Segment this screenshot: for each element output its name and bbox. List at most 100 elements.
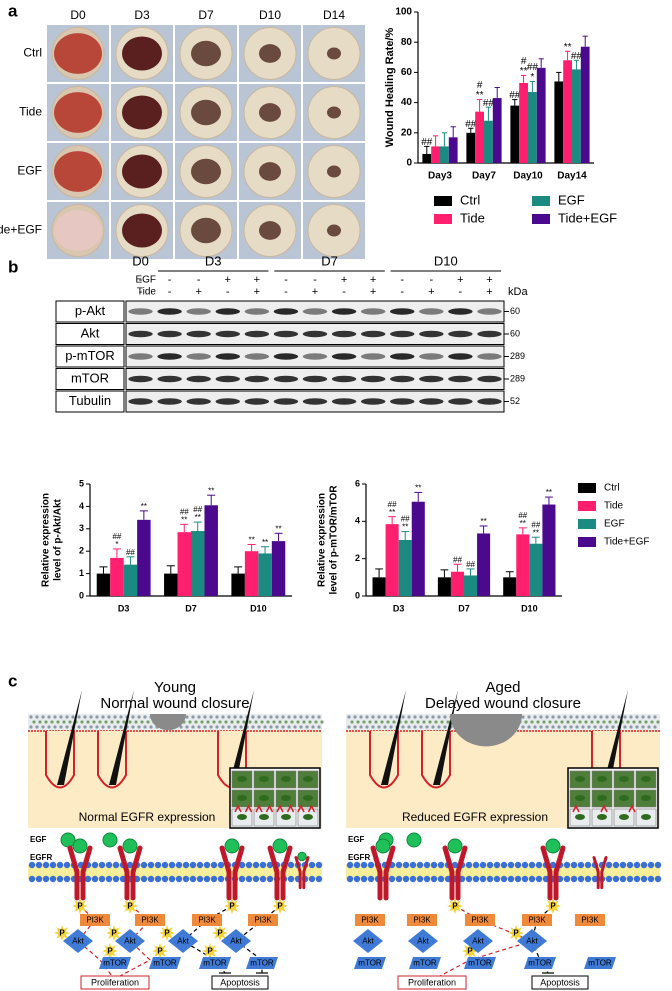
lipid — [154, 861, 162, 869]
blot-band — [390, 375, 415, 383]
lipid — [605, 875, 613, 883]
cell-dot — [395, 715, 399, 719]
legend-swatch — [434, 196, 452, 206]
phospho-star — [159, 925, 175, 941]
blot-label-box — [55, 390, 125, 413]
treatment-sign: + — [312, 286, 318, 298]
akt-label: Akt — [472, 937, 484, 946]
phospho-star — [272, 898, 288, 914]
x-tick-label: D7 — [458, 603, 470, 613]
inset-receptor — [307, 804, 316, 813]
lipid — [416, 875, 424, 883]
pi3k — [575, 914, 605, 926]
wound — [259, 44, 281, 63]
cell-dot — [653, 715, 657, 719]
mtor-label: mTOR — [203, 959, 227, 968]
cell-dot — [560, 720, 564, 724]
lipid — [521, 875, 529, 883]
cell-dot — [251, 725, 255, 729]
cell-dot — [575, 715, 579, 719]
significance-label: ## — [527, 62, 539, 73]
marker-label: 52 — [510, 396, 520, 406]
blot-band — [186, 353, 211, 360]
significance-label: ## — [193, 505, 202, 514]
unit-label: kDa — [508, 286, 528, 298]
cell-dot — [623, 715, 627, 719]
cell-dot — [83, 715, 87, 719]
cell-dot — [626, 720, 630, 724]
lipid — [493, 861, 501, 869]
cell-dot — [587, 725, 591, 729]
cell-dot — [320, 720, 324, 724]
cell-dot — [392, 720, 396, 724]
lipid — [500, 875, 508, 883]
lipid — [28, 875, 36, 883]
significance-label: ** — [262, 538, 268, 547]
wound — [327, 106, 341, 119]
egf-ligand — [122, 838, 138, 854]
lipid — [430, 861, 438, 869]
lipid — [563, 861, 571, 869]
mtor-label: mTOR — [413, 959, 437, 968]
akt-label: Akt — [362, 937, 374, 946]
lipid — [577, 875, 585, 883]
legend-swatch — [578, 483, 596, 493]
cell-dot — [266, 720, 270, 724]
lipid — [91, 875, 99, 883]
cell-dot — [422, 720, 426, 724]
egfr-receptor — [442, 845, 468, 901]
akt — [115, 929, 145, 953]
lipid — [647, 861, 655, 869]
pi3k — [135, 914, 165, 926]
cell-dot — [596, 720, 600, 724]
cell-dot — [593, 725, 597, 729]
mtor — [409, 957, 441, 969]
cell-dot — [287, 715, 291, 719]
lipid — [308, 861, 316, 869]
significance-label: ** — [415, 484, 421, 493]
wound — [122, 154, 162, 189]
inset-receptor — [234, 804, 242, 813]
cell-dot — [347, 725, 351, 729]
significance-label: ** — [546, 488, 552, 497]
lipid — [451, 861, 459, 869]
cell-dot — [134, 720, 138, 724]
bar — [528, 92, 537, 163]
blot-band — [215, 398, 240, 405]
lipid — [161, 875, 169, 883]
cell-dot — [356, 720, 360, 724]
cell-dot — [431, 725, 435, 729]
cell-dot — [149, 725, 153, 729]
cell-dot — [239, 715, 243, 719]
lipid — [56, 861, 64, 869]
lipid — [259, 875, 267, 883]
legend-label: Tide+EGF — [558, 210, 617, 225]
cell-dot — [641, 715, 645, 719]
blot-band — [128, 330, 153, 338]
significance-label: ## — [388, 500, 397, 509]
cell-dot — [194, 720, 198, 724]
lipid — [140, 861, 148, 869]
lipid — [437, 875, 445, 883]
marker-label: 289 — [510, 373, 525, 383]
phospho-star — [447, 898, 463, 914]
blot-band — [273, 308, 299, 315]
cell-dot — [551, 725, 555, 729]
blot-band — [360, 398, 386, 405]
marker-label: 60 — [510, 328, 520, 338]
egf-ligand — [224, 838, 240, 854]
inset-nucleus — [303, 795, 313, 801]
blot-band — [128, 308, 153, 315]
cell-dot — [230, 720, 234, 724]
treatment-sign: - — [139, 274, 143, 286]
cell-dot — [257, 725, 261, 729]
egf-ligand — [72, 838, 88, 854]
mtor — [584, 957, 616, 969]
cell-dot — [656, 720, 660, 724]
lipid — [189, 861, 197, 869]
y-tick-label: 6 — [355, 478, 360, 488]
phospho-star — [54, 925, 70, 941]
pi3k-label: PI3K — [198, 916, 216, 925]
lipid — [196, 875, 204, 883]
cell-dot — [29, 725, 33, 729]
